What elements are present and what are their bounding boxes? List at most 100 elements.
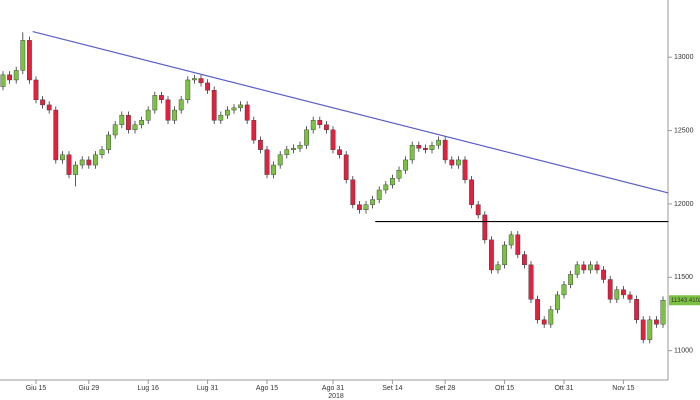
candle-body [370, 199, 375, 205]
candle-body [561, 284, 567, 296]
candle-body [343, 154, 349, 180]
candle-body [330, 129, 336, 150]
candle-body [442, 139, 448, 161]
x-tick-label: Nov 15 [612, 385, 634, 392]
y-tick-label: 11500 [674, 274, 693, 281]
candle-body [304, 129, 309, 146]
candle-body [588, 264, 593, 271]
candle-body [172, 109, 177, 121]
x-tick-label: Set 14 [382, 385, 402, 392]
x-tick-label: Ago 15 [256, 385, 278, 392]
candle-body [198, 78, 204, 84]
candle-body [555, 294, 560, 310]
candle-body [541, 319, 547, 325]
x-tick-label: Ago 31 [322, 385, 344, 392]
candle-body [251, 120, 257, 141]
candle-body [594, 264, 600, 271]
candle-body [297, 145, 303, 149]
candle-body [357, 204, 362, 211]
last-price-label: 11343.4102 [671, 298, 700, 304]
candle-body [640, 319, 646, 340]
candle-body [660, 300, 666, 325]
candle-body [205, 82, 210, 91]
candle-body [548, 309, 554, 325]
candle-body [416, 145, 422, 149]
candle-body [654, 319, 659, 325]
candle-body [614, 289, 620, 300]
candle-body [574, 264, 580, 275]
candle-body [211, 90, 217, 121]
candle-body [40, 99, 46, 106]
candle-body [191, 78, 197, 81]
candle-body [244, 104, 250, 121]
last-price-box [669, 295, 700, 306]
candle-body [20, 40, 26, 71]
candle-body [647, 319, 653, 340]
candle-body [568, 274, 574, 285]
candle-body [33, 79, 39, 100]
candle-body [449, 159, 455, 166]
candle-body [403, 159, 408, 171]
candle-body [535, 299, 541, 321]
x-tick-label: Giu 15 [26, 385, 47, 392]
candle-body [376, 189, 382, 200]
candle-body [73, 164, 79, 175]
candle-body [383, 184, 389, 191]
candle-body [409, 145, 415, 161]
candle-body [462, 159, 468, 180]
candle-body [277, 154, 283, 166]
candle-body [271, 164, 276, 175]
drawn-line [32, 30, 669, 194]
candle-body [515, 234, 521, 255]
candle-body [482, 214, 488, 241]
candle-body [317, 120, 323, 125]
candle-body [502, 244, 507, 266]
candle-body [53, 109, 59, 161]
year-label: 2018 [328, 393, 344, 400]
candle-body [350, 179, 356, 205]
candle-body [99, 149, 105, 155]
candle-body [469, 179, 474, 205]
y-tick-label: 11000 [674, 348, 693, 355]
x-tick-label: Set 28 [435, 385, 455, 392]
candle-body [158, 95, 164, 100]
candle-body [621, 289, 626, 296]
candle-body [390, 178, 395, 186]
candle-body [264, 149, 270, 175]
candle-body [66, 154, 72, 175]
y-tick-label: 13000 [674, 54, 694, 61]
candle-body [528, 264, 534, 300]
candle-body [224, 109, 230, 116]
candle-body [145, 109, 151, 121]
candle-body [152, 95, 158, 111]
candle-body [139, 120, 144, 125]
candle-body [456, 159, 461, 166]
candle-body [337, 149, 342, 155]
y-tick-label: 12000 [674, 201, 694, 208]
candle-body [218, 114, 224, 121]
candle-body [106, 134, 112, 150]
candle-body [522, 254, 527, 266]
candle-body [238, 104, 243, 109]
candle-body [92, 154, 98, 166]
candle-body [13, 70, 19, 81]
candle-body [475, 204, 481, 216]
candle-body [60, 154, 65, 161]
candle-body [495, 264, 501, 271]
candle-body [7, 74, 13, 81]
candle-body [429, 145, 435, 150]
x-tick-label: Lug 31 [197, 385, 219, 392]
candle-body [508, 234, 514, 246]
candle-body [284, 149, 290, 155]
candle-body [607, 279, 613, 300]
candle-body [634, 299, 640, 321]
candle-body [79, 159, 85, 166]
candle-body [125, 114, 131, 131]
x-tick-label: Giu 29 [78, 385, 99, 392]
x-tick-label: Lug 16 [137, 385, 159, 392]
candle-body [0, 74, 6, 87]
x-tick-label: Ott 15 [495, 385, 514, 392]
candle-body [601, 269, 607, 280]
